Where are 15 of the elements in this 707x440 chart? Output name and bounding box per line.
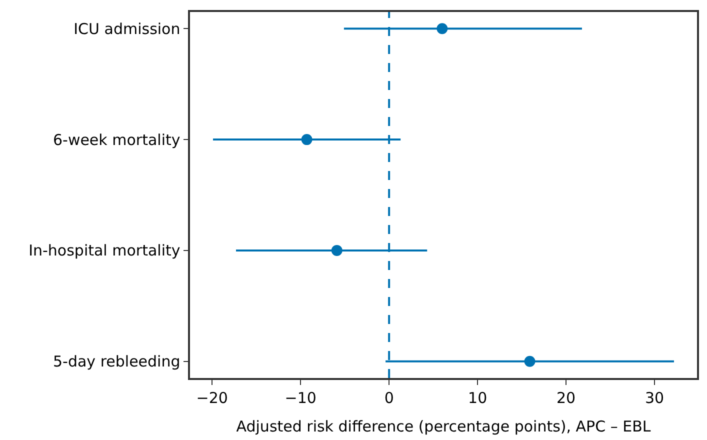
point [331,244,342,256]
point [524,356,536,367]
x-tick-label: 0 [384,388,394,407]
y-tick-label: In-hospital mortality [28,242,180,260]
x-tick-label: −10 [284,388,316,407]
y-tick-label: 5-day rebleeding [53,352,180,371]
x-tick-label: 10 [468,388,488,407]
point [301,134,312,146]
x-axis-title: Adjusted risk difference (percentage points), APC – EBL [236,417,652,436]
y-tick-label: 6-week mortality [52,130,180,149]
y-tick-label: ICU admission [74,20,180,38]
point [436,23,448,34]
x-tick-label: 30 [644,388,664,407]
x-tick-label: −20 [196,388,228,407]
x-tick-label: 20 [556,388,576,407]
